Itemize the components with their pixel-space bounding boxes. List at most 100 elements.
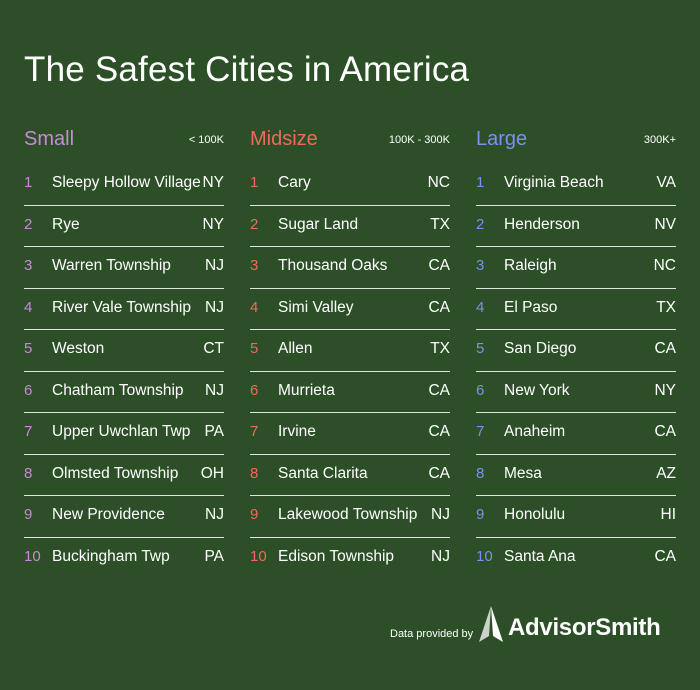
state-code: CA bbox=[428, 464, 450, 482]
rank-number: 2 bbox=[24, 215, 33, 233]
city-name: Sugar Land bbox=[278, 215, 359, 233]
city-name: Rye bbox=[52, 215, 80, 233]
state-code: NJ bbox=[205, 298, 224, 316]
list-item: 5 San Diego CA bbox=[476, 330, 676, 372]
rank-number: 4 bbox=[24, 298, 33, 316]
city-name: Edison Township bbox=[278, 547, 395, 565]
city-name: Cary bbox=[278, 174, 311, 191]
state-code: NC bbox=[427, 174, 450, 191]
city-name: Simi Valley bbox=[278, 298, 354, 316]
city-name: Olmsted Township bbox=[52, 464, 179, 482]
rank-number: 8 bbox=[24, 464, 33, 482]
rank-number: 6 bbox=[250, 381, 259, 399]
list-item: 2 Sugar Land TX bbox=[250, 206, 450, 247]
rank-number: 9 bbox=[476, 506, 485, 523]
rank-number: 9 bbox=[250, 506, 259, 523]
column-midsize: Midsize 100K - 300K 1 Cary NC 2 Sugar Land TX… bbox=[250, 128, 450, 565]
state-code: PA bbox=[204, 423, 224, 440]
list-item: 6 New York NY bbox=[476, 372, 676, 413]
list-item: 1 Cary NC bbox=[250, 164, 450, 206]
column-range: 100K - 300K bbox=[388, 134, 450, 146]
state-code: HI bbox=[660, 506, 677, 523]
list-item: 5 Allen TX bbox=[250, 330, 450, 372]
list-item: 10 Buckingham Twp PA bbox=[24, 538, 224, 580]
list-item: 9 Lakewood Township NJ bbox=[250, 496, 450, 538]
list-item: 4 River Vale Township NJ bbox=[24, 289, 224, 330]
city-name: Murrieta bbox=[278, 381, 335, 399]
column-large: Large 300K+ 1 Virginia Beach VA 2 Henderson N… bbox=[476, 128, 676, 565]
state-code: CA bbox=[428, 298, 450, 316]
rank-number: 1 bbox=[24, 174, 33, 191]
city-name: Santa Clarita bbox=[278, 464, 368, 482]
data-provided-by-label: Data provided by bbox=[390, 628, 474, 640]
city-name: San Diego bbox=[504, 340, 577, 357]
list-item: 8 Olmsted Township OH bbox=[24, 455, 224, 496]
state-code: PA bbox=[204, 547, 224, 565]
state-code: CA bbox=[654, 547, 676, 565]
state-code: NJ bbox=[205, 381, 224, 399]
rank-number: 1 bbox=[476, 174, 485, 191]
city-name: Irvine bbox=[278, 423, 316, 440]
list-item: 10 Santa Ana CA bbox=[476, 538, 676, 580]
list-item: 5 Weston CT bbox=[24, 330, 224, 372]
list-item: 2 Henderson NV bbox=[476, 206, 676, 247]
rank-number: 10 bbox=[250, 547, 267, 565]
state-code: CA bbox=[428, 381, 450, 399]
column-range: < 100K bbox=[188, 134, 224, 146]
city-name: New York bbox=[504, 381, 570, 399]
city-name: Chatham Township bbox=[52, 381, 184, 399]
rank-number: 7 bbox=[476, 423, 485, 440]
rank-number: 5 bbox=[24, 340, 33, 357]
column-title: Small bbox=[24, 128, 75, 150]
list-item: 7 Anaheim CA bbox=[476, 413, 676, 455]
state-code: NJ bbox=[431, 506, 450, 523]
city-name: Virginia Beach bbox=[504, 174, 604, 191]
rank-number: 10 bbox=[476, 547, 493, 565]
state-code: OH bbox=[200, 464, 224, 482]
list-item: 7 Irvine CA bbox=[250, 413, 450, 455]
column-title: Midsize bbox=[250, 128, 318, 150]
state-code: NJ bbox=[205, 257, 224, 274]
list-item: 6 Chatham Township NJ bbox=[24, 372, 224, 413]
rank-number: 7 bbox=[24, 423, 33, 440]
state-code: NY bbox=[654, 381, 676, 399]
city-name: Upper Uwchlan Twp bbox=[52, 423, 191, 440]
list-item: 3 Warren Township NJ bbox=[24, 247, 224, 289]
state-code: NC bbox=[653, 257, 676, 274]
rank-number: 3 bbox=[476, 257, 485, 274]
city-name: Honolulu bbox=[504, 506, 566, 523]
triangle-sail-icon bbox=[479, 606, 503, 642]
city-name: Allen bbox=[278, 340, 313, 357]
state-code: NJ bbox=[205, 506, 224, 523]
state-code: CA bbox=[428, 423, 450, 440]
state-code: NY bbox=[202, 215, 224, 233]
state-code: AZ bbox=[656, 464, 676, 482]
column-small: Small < 100K 1 Sleepy Hollow Village NY 2 Ry… bbox=[24, 128, 224, 565]
city-name: River Vale Township bbox=[52, 298, 191, 316]
city-name: Weston bbox=[52, 340, 105, 357]
city-name: Santa Ana bbox=[504, 547, 576, 565]
rank-number: 3 bbox=[250, 257, 259, 274]
list-item: 4 Simi Valley CA bbox=[250, 289, 450, 330]
column-header: Large 300K+ bbox=[476, 128, 676, 158]
state-code: CA bbox=[428, 257, 450, 274]
rank-number: 2 bbox=[250, 215, 259, 233]
ranking-list: 1 Virginia Beach VA 2 Henderson NV 3 Raleigh NC 4… bbox=[476, 164, 676, 579]
rank-number: 5 bbox=[476, 340, 485, 357]
column-range: 300K+ bbox=[643, 134, 676, 146]
list-item: 4 El Paso TX bbox=[476, 289, 676, 330]
rank-number: 8 bbox=[250, 464, 259, 482]
city-name: Lakewood Township bbox=[278, 506, 418, 523]
column-title: Large bbox=[476, 128, 528, 150]
list-item: 8 Mesa AZ bbox=[476, 455, 676, 496]
rank-number: 4 bbox=[476, 298, 485, 316]
list-item: 8 Santa Clarita CA bbox=[250, 455, 450, 496]
state-code: CT bbox=[203, 340, 224, 357]
rank-number: 6 bbox=[24, 381, 33, 399]
rank-number: 9 bbox=[24, 506, 33, 523]
city-name: Warren Township bbox=[52, 257, 171, 274]
ranking-list: 1 Cary NC 2 Sugar Land TX 3 Thousand Oaks CA 4 Sim… bbox=[250, 164, 450, 579]
list-item: 3 Thousand Oaks CA bbox=[250, 247, 450, 289]
list-item: 7 Upper Uwchlan Twp PA bbox=[24, 413, 224, 455]
state-code: TX bbox=[430, 340, 450, 357]
